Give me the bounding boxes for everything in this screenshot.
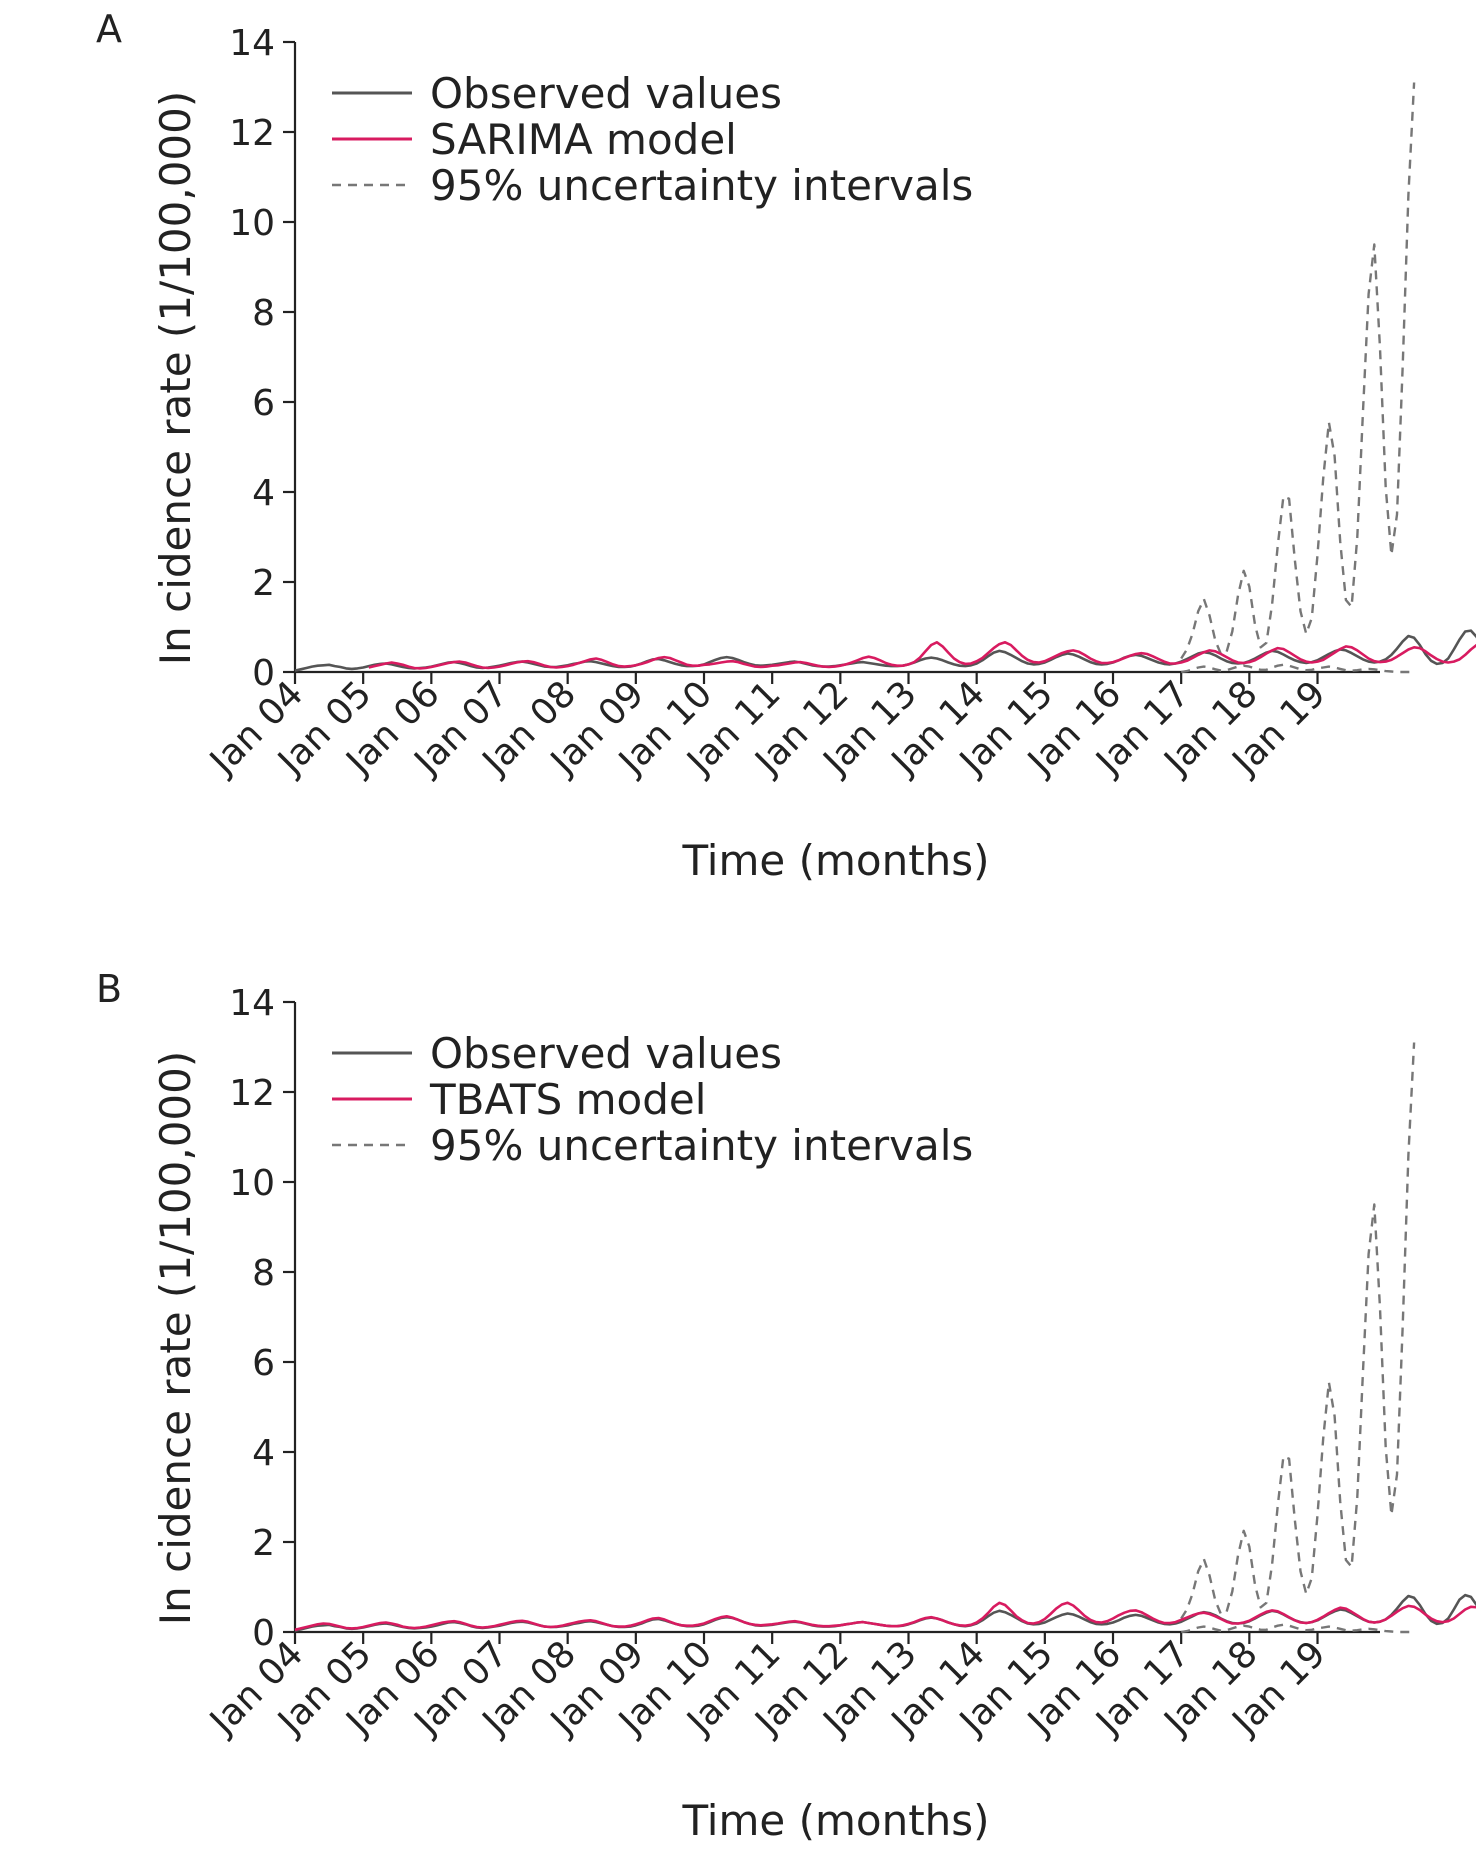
panel-a-letter: A [96, 7, 122, 51]
panel-a-y-tick-label-10: 10 [229, 203, 275, 244]
panel-b-y-tick-label-2: 2 [252, 1523, 275, 1564]
panel-a-legend: Observed values SARIMA model 95% uncerta… [332, 69, 973, 210]
panel-b-series-line-2 [1180, 1042, 1416, 1620]
panel-b-y-tick-label-4: 4 [252, 1433, 275, 1474]
panel-b-y-tick-label-6: 6 [252, 1343, 275, 1384]
panel-b: B In cidence rate (1/100,000) Time (mont… [96, 967, 1476, 1845]
panel-b-series-line-1 [294, 1601, 1476, 1632]
panel-b-legend-interval: 95% uncertainty intervals [430, 1121, 973, 1170]
panel-a-y-tick-label-0: 0 [252, 653, 275, 694]
panel-b-y-tick-label-8: 8 [252, 1253, 275, 1294]
panel-a-legend-sarima: SARIMA model [430, 115, 737, 164]
panel-a-y-tick-label-12: 12 [229, 113, 275, 154]
panel-b-legend: Observed values TBATS model 95% uncertai… [332, 1029, 973, 1170]
panel-b-series-line-3 [1181, 1623, 1415, 1634]
panel-b-y-axis-title: In cidence rate (1/100,000) [151, 1051, 200, 1626]
panel-b-letter: B [96, 967, 122, 1011]
panel-a-y-tick-label-4: 4 [252, 473, 275, 514]
panel-a-series-line-1 [368, 640, 1476, 670]
panel-b-series [294, 1042, 1476, 1634]
panel-a-y-tick-label-8: 8 [252, 293, 275, 334]
panel-b-legend-tbats: TBATS model [429, 1075, 706, 1124]
panel-b-y-ticks: 0 2 4 6 8 10 12 14 [229, 983, 295, 1654]
panel-a-y-tick-label-6: 6 [252, 383, 275, 424]
panel-a-series-line-3 [1181, 663, 1415, 674]
panel-a-y-axis-title: In cidence rate (1/100,000) [151, 91, 200, 666]
panel-a-y-tick-label-14: 14 [229, 23, 275, 64]
panel-b-y-tick-label-12: 12 [229, 1073, 275, 1114]
panel-a: A In cidence rate (1/100,000) Time (mont… [96, 7, 1476, 885]
panel-a-series-line-2 [1180, 82, 1416, 660]
panel-a-y-ticks: 0 2 4 6 8 10 12 14 [229, 23, 295, 694]
panel-a-legend-observed: Observed values [430, 69, 782, 118]
panel-b-legend-observed: Observed values [430, 1029, 782, 1078]
panel-a-legend-interval: 95% uncertainty intervals [430, 161, 973, 210]
panel-b-y-tick-label-0: 0 [252, 1613, 275, 1654]
panel-b-y-tick-label-10: 10 [229, 1163, 275, 1204]
panel-b-x-axis-title: Time (months) [681, 1796, 989, 1845]
panel-b-y-tick-label-14: 14 [229, 983, 275, 1024]
panel-a-series [294, 82, 1476, 674]
panel-a-y-tick-label-2: 2 [252, 563, 275, 604]
panel-a-x-axis-title: Time (months) [681, 836, 989, 885]
